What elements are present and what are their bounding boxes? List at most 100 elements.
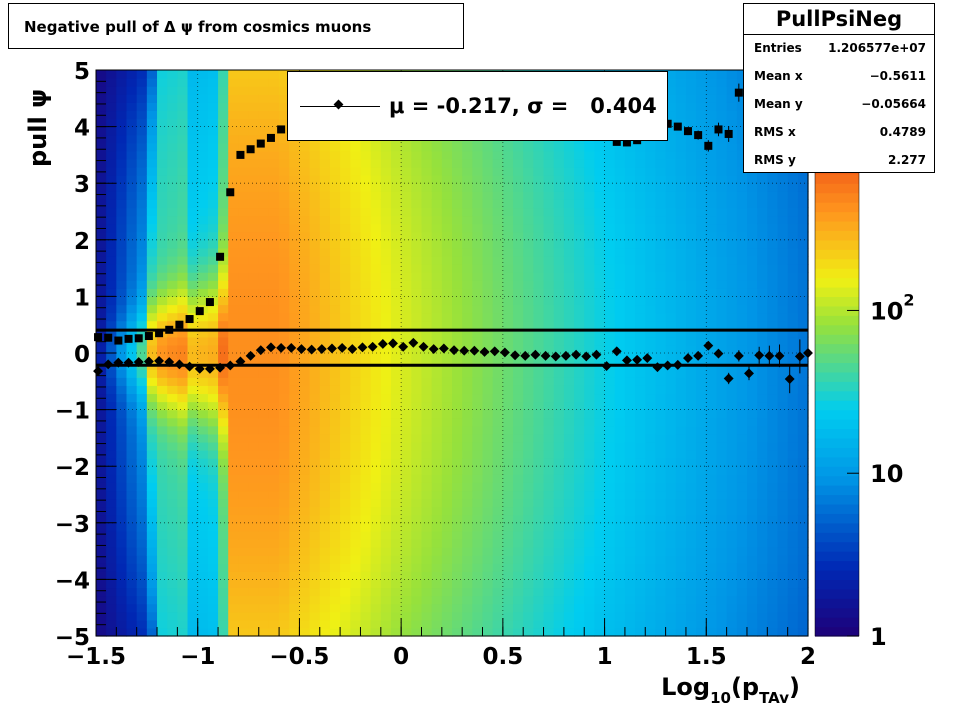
heatmap-cell bbox=[320, 313, 331, 322]
heatmap-cell bbox=[594, 264, 605, 273]
heatmap-cell bbox=[452, 596, 463, 605]
heatmap-cell bbox=[544, 539, 555, 548]
heatmap-cell bbox=[228, 102, 239, 111]
heatmap-cell bbox=[350, 280, 361, 289]
heatmap-cell bbox=[116, 628, 127, 637]
heatmap-cell bbox=[147, 604, 158, 613]
heatmap-cell bbox=[798, 232, 809, 241]
heatmap-cell bbox=[727, 119, 738, 128]
heatmap-cell bbox=[106, 531, 117, 540]
heatmap-cell bbox=[310, 604, 321, 613]
heatmap-cell bbox=[350, 393, 361, 402]
heatmap-cell bbox=[645, 482, 656, 491]
heatmap-cell bbox=[442, 579, 453, 588]
heatmap-cell bbox=[177, 377, 188, 386]
heatmap-cell bbox=[116, 547, 127, 556]
heatmap-cell bbox=[299, 224, 310, 233]
heatmap-cell bbox=[676, 563, 687, 572]
heatmap-cell bbox=[605, 151, 616, 160]
heatmap-cell bbox=[340, 385, 351, 394]
heatmap-cell bbox=[432, 612, 443, 621]
heatmap-cell bbox=[635, 466, 646, 475]
heatmap-cell bbox=[350, 377, 361, 386]
heatmap-cell bbox=[279, 313, 290, 322]
heatmap-cell bbox=[452, 563, 463, 572]
heatmap-cell bbox=[533, 280, 544, 289]
heatmap-cell bbox=[299, 507, 310, 516]
heatmap-cell bbox=[777, 207, 788, 216]
heatmap-cell bbox=[157, 175, 168, 184]
heatmap-cell bbox=[381, 450, 392, 459]
heatmap-cell bbox=[472, 450, 483, 459]
heatmap-cell bbox=[147, 224, 158, 233]
heatmap-cell bbox=[218, 604, 229, 613]
heatmap-cell bbox=[533, 418, 544, 427]
heatmap-cell bbox=[218, 547, 229, 556]
heatmap-cell bbox=[228, 280, 239, 289]
heatmap-cell bbox=[605, 482, 616, 491]
heatmap-cell bbox=[462, 143, 473, 152]
heatmap-cell bbox=[777, 531, 788, 540]
heatmap-cell bbox=[696, 393, 707, 402]
heatmap-cell bbox=[188, 191, 199, 200]
heatmap-cell bbox=[208, 507, 219, 516]
heatmap-cell bbox=[137, 434, 148, 443]
heatmap-cell bbox=[554, 458, 565, 467]
heatmap-cell bbox=[788, 490, 799, 499]
heatmap-cell bbox=[279, 151, 290, 160]
heatmap-cell bbox=[747, 482, 758, 491]
heatmap-cell bbox=[106, 159, 117, 168]
heatmap-cell bbox=[249, 94, 260, 103]
heatmap-cell bbox=[645, 490, 656, 499]
heatmap-cell bbox=[198, 466, 209, 475]
heatmap-cell bbox=[645, 207, 656, 216]
heatmap-cell bbox=[208, 442, 219, 451]
heatmap-cell bbox=[371, 313, 382, 322]
heatmap-cell bbox=[330, 604, 341, 613]
heatmap-cell bbox=[554, 579, 565, 588]
heatmap-cell bbox=[401, 321, 412, 330]
heatmap-cell bbox=[788, 571, 799, 580]
heatmap-cell bbox=[584, 175, 595, 184]
heatmap-cell bbox=[340, 175, 351, 184]
heatmap-cell bbox=[696, 458, 707, 467]
heatmap-cell bbox=[452, 579, 463, 588]
heatmap-cell bbox=[238, 377, 249, 386]
heatmap-cell bbox=[452, 507, 463, 516]
heatmap-cell bbox=[96, 224, 107, 233]
heatmap-cell bbox=[177, 337, 188, 346]
heatmap-cell bbox=[686, 385, 697, 394]
heatmap-cell bbox=[411, 393, 422, 402]
heatmap-cell bbox=[360, 304, 371, 313]
heatmap-cell bbox=[513, 313, 524, 322]
heatmap-cell bbox=[381, 393, 392, 402]
heatmap-cell bbox=[218, 143, 229, 152]
heatmap-cell bbox=[483, 515, 494, 524]
heatmap-cell bbox=[533, 183, 544, 192]
heatmap-cell bbox=[747, 620, 758, 629]
heatmap-cell bbox=[798, 183, 809, 192]
heatmap-cell bbox=[615, 313, 626, 322]
heatmap-cell bbox=[147, 151, 158, 160]
heatmap-cell bbox=[564, 515, 575, 524]
heatmap-cell bbox=[167, 191, 178, 200]
heatmap-cell bbox=[493, 385, 504, 394]
heatmap-cell bbox=[676, 248, 687, 257]
heatmap-cell bbox=[310, 482, 321, 491]
heatmap-cell bbox=[767, 288, 778, 297]
heatmap-cell bbox=[523, 539, 534, 548]
heatmap-cell bbox=[188, 474, 199, 483]
heatmap-cell bbox=[330, 167, 341, 176]
heatmap-cell bbox=[493, 264, 504, 273]
heatmap-cell bbox=[157, 216, 168, 225]
heatmap-cell bbox=[401, 474, 412, 483]
heatmap-cell bbox=[127, 102, 138, 111]
heatmap-cell bbox=[238, 547, 249, 556]
heatmap-cell bbox=[533, 175, 544, 184]
heatmap-cell bbox=[666, 587, 677, 596]
heatmap-cell bbox=[483, 563, 494, 572]
heatmap-cell bbox=[381, 539, 392, 548]
heatmap-cell bbox=[320, 587, 331, 596]
heatmap-cell bbox=[798, 450, 809, 459]
heatmap-cell bbox=[218, 207, 229, 216]
